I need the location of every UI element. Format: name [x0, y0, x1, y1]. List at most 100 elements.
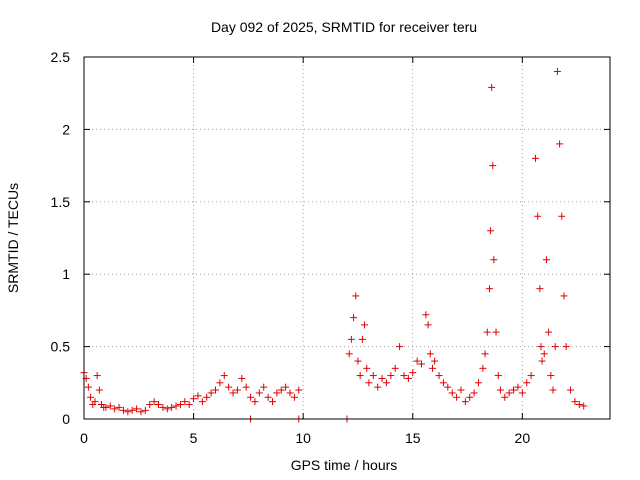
data-point [531, 154, 539, 162]
data-point [238, 374, 246, 382]
data-point [146, 401, 154, 409]
data-point [290, 393, 298, 401]
grid-lines [84, 57, 610, 419]
data-point [424, 321, 432, 329]
data-point [527, 372, 535, 380]
data-point [216, 379, 224, 387]
data-point [562, 343, 570, 351]
data-point [466, 393, 474, 401]
data-point [264, 393, 272, 401]
data-point [277, 386, 285, 394]
data-point [547, 372, 555, 380]
data-point [496, 386, 504, 394]
data-point [181, 398, 189, 406]
data-point [571, 398, 579, 406]
data-point [345, 350, 353, 358]
data-point [374, 383, 382, 391]
axis-ticks: 0 5 10 15 20 0 0.5 1 1.5 2 2.5 [51, 49, 610, 446]
data-point [247, 393, 255, 401]
data-point [251, 398, 259, 406]
data-point [225, 383, 233, 391]
data-point [382, 379, 390, 387]
data-point [87, 393, 95, 401]
data-point [558, 212, 566, 220]
data-point [168, 403, 176, 411]
data-point [356, 372, 364, 380]
data-point [426, 350, 434, 358]
data-point [404, 374, 412, 382]
data-point [282, 383, 290, 391]
y-tick-label: 1.5 [51, 194, 71, 210]
data-point [84, 383, 92, 391]
data-point [163, 405, 171, 413]
x-tick-label: 5 [190, 430, 198, 446]
data-point [422, 311, 430, 319]
data-point [567, 386, 575, 394]
data-point [553, 67, 561, 75]
data-point [457, 386, 465, 394]
x-tick-label: 20 [515, 430, 531, 446]
data-point [295, 386, 303, 394]
data-point [133, 405, 141, 413]
data-point [475, 379, 482, 387]
data-point [198, 398, 206, 406]
data-point [481, 350, 489, 358]
data-point [203, 393, 211, 401]
data-point [212, 386, 219, 394]
data-point [536, 285, 544, 293]
y-tick-label: 0.5 [51, 339, 71, 355]
data-point [514, 383, 522, 391]
y-tick-label: 0 [62, 411, 70, 427]
data-point [545, 328, 553, 336]
x-axis-label: GPS time / hours [291, 457, 398, 473]
data-point [378, 374, 386, 382]
data-point [489, 162, 497, 170]
data-point [538, 357, 546, 365]
data-point [369, 372, 377, 380]
data-point [242, 383, 250, 391]
data-point [453, 393, 461, 401]
data-point [413, 357, 421, 365]
data-point [542, 256, 550, 264]
data-point [448, 389, 456, 397]
data-point [363, 364, 371, 372]
data-point [391, 364, 399, 372]
data-point [141, 406, 149, 414]
data-point [91, 398, 99, 406]
data-point [470, 389, 478, 397]
data-point [119, 406, 127, 414]
data-point [549, 386, 557, 394]
data-point [115, 403, 123, 411]
data-point [352, 292, 360, 300]
chart-title: Day 092 of 2025, SRMTID for receiver ter… [211, 19, 477, 35]
data-point [361, 321, 369, 329]
data-point [350, 314, 358, 322]
data-point [229, 389, 237, 397]
data-point [540, 350, 548, 358]
data-point [255, 389, 263, 397]
data-point [560, 292, 568, 300]
data-point [428, 364, 436, 372]
data-point [176, 401, 184, 409]
y-tick-label: 2.5 [51, 49, 71, 65]
data-point [358, 335, 366, 343]
data-point [159, 403, 167, 411]
x-tick-label: 10 [295, 430, 311, 446]
data-point [137, 408, 145, 416]
data-point [418, 360, 426, 368]
data-point [400, 372, 408, 380]
data-point [194, 392, 202, 400]
data-point [387, 372, 395, 380]
data-point [233, 386, 241, 394]
data-point [273, 389, 281, 397]
data-point [580, 402, 588, 410]
data-point [95, 386, 103, 394]
data-point [501, 393, 509, 401]
data-point [479, 364, 487, 372]
data-point [286, 389, 294, 397]
data-point [510, 386, 518, 394]
data-point [365, 379, 373, 387]
data-point [556, 140, 564, 148]
data-point [207, 389, 215, 397]
